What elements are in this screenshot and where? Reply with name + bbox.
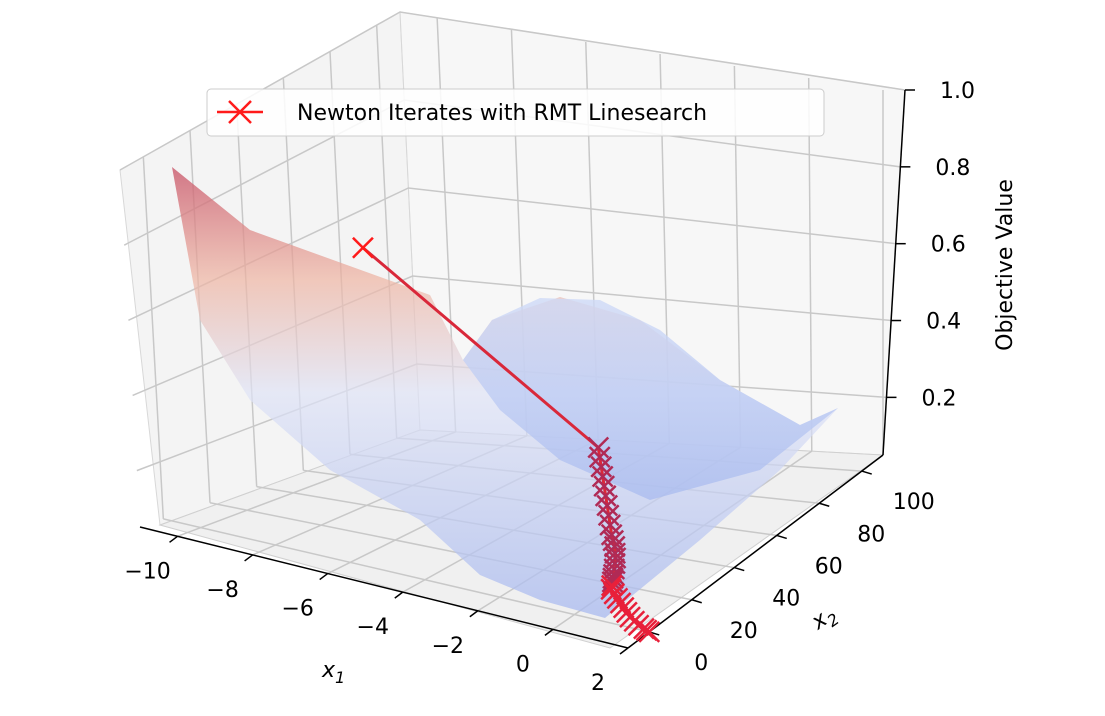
y-tick-mark — [819, 502, 830, 507]
x-tick-label: 2 — [591, 671, 605, 696]
y-axis-title: x2 — [806, 601, 842, 639]
iterate-marker — [590, 455, 613, 478]
z-axis-title: Objective Value — [993, 179, 1018, 351]
x-tick-label: −2 — [432, 634, 464, 659]
x-tick-mark — [469, 610, 479, 618]
z-tick-label: 0.6 — [931, 233, 966, 258]
y-axis-line — [627, 454, 884, 649]
y-tick-label: 60 — [815, 554, 843, 579]
legend-label: Newton Iterates with RMT Linesearch — [297, 101, 707, 126]
z-tick-label: 0.4 — [926, 310, 961, 335]
iterate-marker — [638, 621, 661, 643]
x-tick-mark — [619, 647, 629, 655]
legend: Newton Iterates with RMT Linesearch — [206, 88, 825, 137]
surface-bump — [463, 298, 838, 500]
iterate-marker — [597, 504, 620, 527]
x-axis-title: x1 — [321, 658, 345, 687]
x-tick-label: 0 — [516, 652, 530, 677]
x-tick-label: −10 — [124, 559, 170, 584]
objective-surface — [172, 167, 838, 618]
x-tick-mark — [169, 535, 178, 543]
iterate-marker — [596, 494, 619, 517]
newton-iterates — [352, 236, 661, 643]
iterate-marker — [587, 436, 610, 459]
x-tick-mark — [319, 572, 329, 581]
x-tick-label: −6 — [281, 597, 313, 622]
y-tick-label: 0 — [694, 651, 708, 676]
iterate-marker — [600, 574, 623, 597]
y-axis-ticks: 0 20 40 60 80 100 — [649, 470, 935, 676]
x-axis-line — [139, 526, 629, 649]
z-axis-ticks: 0.2 0.4 0.6 0.8 1.0 — [886, 79, 975, 411]
x-axis-ticks: −10 −8 −6 −4 −2 0 2 — [124, 535, 629, 696]
z-axis-line — [882, 89, 906, 456]
legend-box — [206, 88, 825, 137]
iterate-marker — [588, 446, 611, 469]
legend-marker-icon — [217, 100, 263, 124]
y-tick-label: 20 — [730, 619, 758, 644]
x-tick-mark — [394, 591, 404, 599]
x-tick-label: −8 — [206, 578, 238, 603]
x-tick-mark — [544, 628, 554, 636]
y-tick-label: 100 — [893, 490, 935, 515]
grid-line-x-back — [807, 77, 813, 452]
iterate-marker — [591, 465, 614, 488]
z-tick-label: 0.2 — [921, 386, 956, 411]
y-tick-mark — [776, 534, 787, 540]
x-tick-mark — [244, 554, 254, 562]
y-tick-label: 40 — [772, 587, 800, 612]
z-tick-label: 1.0 — [940, 79, 975, 104]
x-tick-label: −4 — [357, 615, 389, 640]
grid-line-y — [163, 518, 650, 633]
axis-lines — [139, 89, 906, 649]
z-tick-label: 0.8 — [935, 156, 970, 181]
y-tick-mark — [861, 470, 872, 475]
iterate-marker — [594, 484, 617, 507]
iterate-marker — [593, 475, 616, 498]
y-tick-mark — [734, 566, 745, 572]
iterate-marker — [352, 236, 374, 259]
y-tick-mark — [691, 599, 702, 604]
grid-line-y-side — [142, 156, 165, 519]
y-tick-label: 80 — [857, 522, 885, 547]
